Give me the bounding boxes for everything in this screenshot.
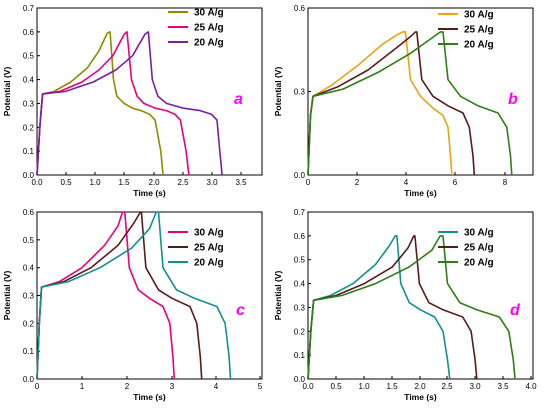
x-axis-label: Time (s) — [404, 392, 437, 402]
y-tick-label: 0.1 — [23, 147, 35, 156]
legend-label: 20 A/g — [194, 38, 224, 49]
x-tick-label: 1.5 — [386, 382, 398, 391]
x-tick-label: 4.0 — [525, 382, 537, 391]
x-tick-label: 0.0 — [302, 382, 314, 391]
y-tick-label: 0.0 — [294, 171, 306, 180]
y-tick-label: 0.6 — [23, 28, 35, 37]
y-tick-label: 0.4 — [23, 76, 35, 85]
y-tick-label: 0.4 — [294, 280, 306, 289]
y-tick-label: 0.1 — [294, 351, 306, 360]
series-line-30-a-g — [307, 31, 453, 176]
x-tick-label: 0 — [306, 178, 311, 187]
y-tick-label: 0.0 — [23, 171, 35, 180]
x-tick-label: 0.0 — [31, 178, 43, 187]
y-tick-label: 0.5 — [294, 256, 306, 265]
x-tick-label: 2.0 — [414, 382, 426, 391]
x-tick-label: 2 — [125, 382, 130, 391]
y-tick-label: 0.3 — [294, 88, 306, 97]
x-tick-label: 1.5 — [118, 178, 130, 187]
x-tick-label: 0 — [35, 382, 40, 391]
series-line-25-a-g — [307, 31, 476, 176]
x-tick-label: 5 — [258, 382, 263, 391]
x-tick-label: 2.5 — [177, 178, 189, 187]
y-tick-label: 0.4 — [23, 264, 35, 273]
legend-label: 25 A/g — [464, 243, 494, 254]
y-axis-label: Potential (V) — [273, 67, 283, 117]
panel-letter: b — [508, 91, 518, 108]
series-line-20-a-g — [36, 211, 232, 380]
panel-letter: d — [510, 302, 521, 319]
y-tick-label: 0.6 — [294, 232, 306, 241]
y-tick-label: 0.7 — [23, 4, 35, 13]
y-axis-label: Potential (V) — [273, 271, 283, 321]
y-axis-label: Potential (V) — [2, 67, 12, 117]
y-tick-label: 0.3 — [23, 292, 35, 301]
y-tick-label: 0.2 — [294, 327, 306, 336]
y-tick-label: 0.0 — [294, 375, 306, 384]
series-line-20-a-g — [307, 31, 513, 176]
panel-letter: c — [236, 302, 245, 319]
x-tick-label: 4 — [404, 178, 409, 187]
x-tick-label: 3.5 — [497, 382, 509, 391]
x-tick-label: 3.0 — [469, 382, 481, 391]
x-tick-label: 2.5 — [441, 382, 453, 391]
y-tick-label: 0.1 — [23, 347, 35, 356]
x-tick-label: 1.0 — [358, 382, 370, 391]
panel-letter: a — [234, 91, 243, 108]
y-tick-label: 0.2 — [23, 319, 35, 328]
legend-label: 30 A/g — [464, 228, 494, 239]
x-tick-label: 1 — [80, 382, 85, 391]
x-tick-label: 1.0 — [89, 178, 101, 187]
legend-label: 20 A/g — [194, 258, 224, 269]
y-axis-label: Potential (V) — [2, 271, 12, 321]
x-tick-label: 8 — [503, 178, 508, 187]
panel-a: 0.0 0.1 0.2 0.3 0.4 0.5 0.6 0.7 0.0 0.5 1.0 1.5 2.0 2… — [2, 4, 263, 198]
legend-label: 20 A/g — [464, 40, 494, 51]
panel-b: 0.0 0.3 0.6 0 2 4 6 8 Time (s) Potential (V) 30 A/… — [273, 4, 534, 198]
y-tick-label: 0.3 — [23, 99, 35, 108]
legend-label: 25 A/g — [194, 23, 224, 34]
y-tick-label: 0.7 — [294, 208, 306, 217]
x-tick-label: 4 — [214, 382, 219, 391]
plot-frame — [36, 7, 263, 176]
y-tick-label: 0.0 — [23, 375, 35, 384]
legend-label: 25 A/g — [194, 243, 224, 254]
y-tick-label: 0.6 — [294, 4, 306, 13]
x-tick-label: 2 — [355, 178, 360, 187]
plot-frame — [307, 211, 534, 380]
legend-label: 30 A/g — [194, 228, 224, 239]
x-tick-label: 6 — [453, 178, 458, 187]
x-axis-label: Time (s) — [133, 188, 166, 198]
x-tick-label: 0.5 — [60, 178, 72, 187]
panel-d: 0.0 0.1 0.2 0.3 0.4 0.5 0.6 0.7 0.0 0.5 1.0 1.5 2.0 2… — [273, 208, 537, 402]
x-tick-label: 0.5 — [330, 382, 342, 391]
x-tick-label: 3.5 — [235, 178, 247, 187]
legend-label: 20 A/g — [464, 258, 494, 269]
y-tick-label: 0.6 — [23, 208, 35, 217]
x-axis-label: Time (s) — [404, 188, 437, 198]
legend-label: 25 A/g — [464, 25, 494, 36]
plot-frame — [36, 211, 263, 380]
plot-frame — [307, 7, 534, 176]
legend-label: 30 A/g — [464, 10, 494, 21]
x-axis-label: Time (s) — [133, 392, 166, 402]
y-tick-label: 0.5 — [23, 236, 35, 245]
x-tick-label: 3 — [170, 382, 175, 391]
y-tick-label: 0.2 — [23, 123, 35, 132]
x-tick-label: 2.0 — [148, 178, 160, 187]
y-tick-label: 0.3 — [294, 303, 306, 312]
y-tick-label: 0.5 — [23, 52, 35, 61]
panel-c: 0.0 0.1 0.2 0.3 0.4 0.5 0.6 0 1 2 3 4 5 Time (s) Poten… — [2, 208, 263, 402]
series-line-20-a-g — [307, 235, 516, 380]
legend-label: 30 A/g — [194, 8, 224, 19]
series-line-20-a-g — [36, 31, 223, 176]
x-tick-label: 3.0 — [206, 178, 218, 187]
